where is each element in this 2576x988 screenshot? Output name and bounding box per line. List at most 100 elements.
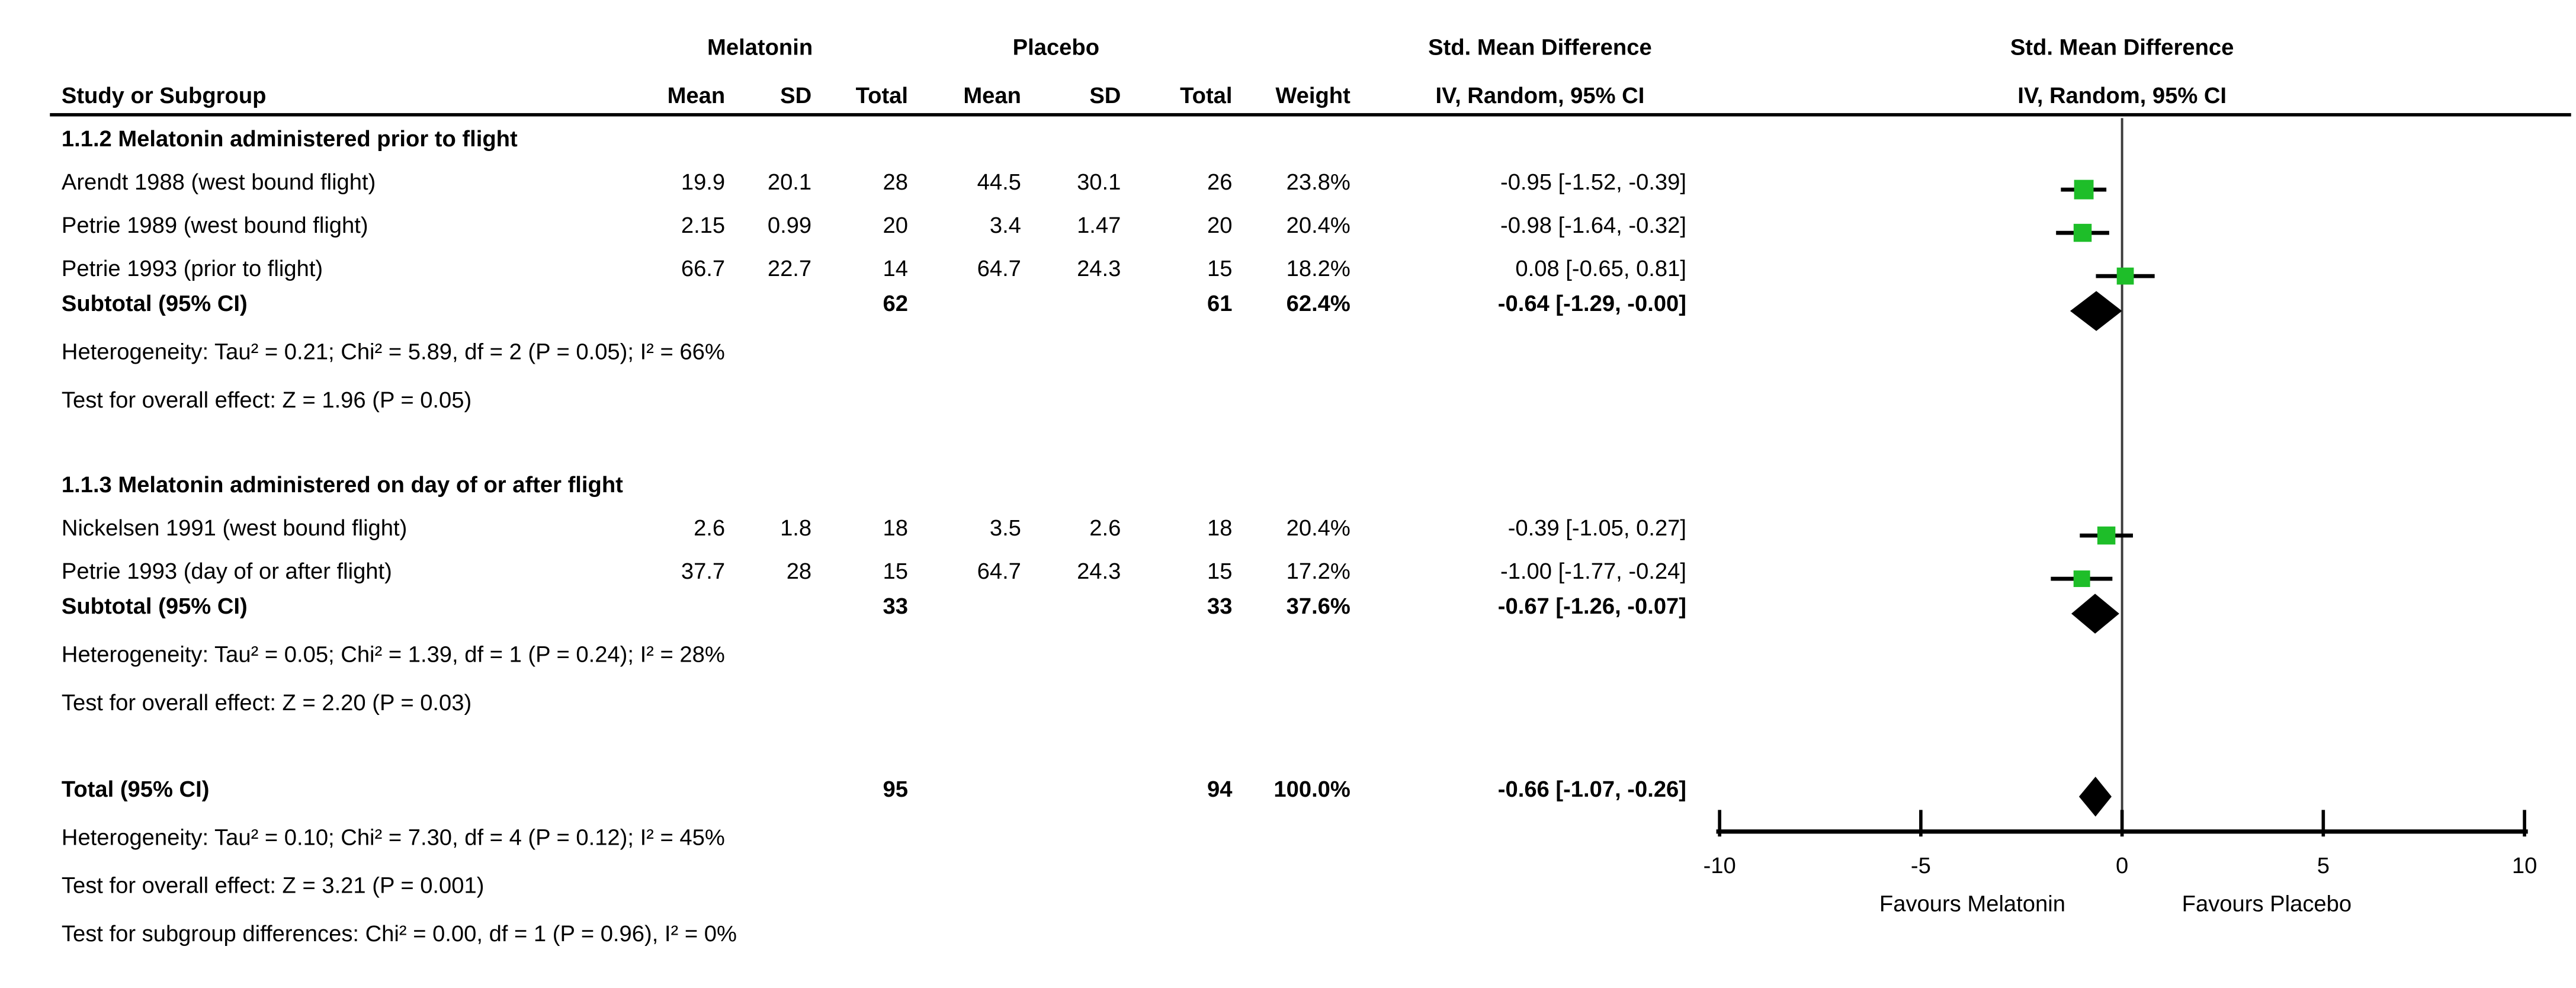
weight-value: 20.4% [1286, 515, 1350, 541]
note-row: Heterogeneity: Tau² = 0.21; Chi² = 5.89,… [0, 336, 2576, 369]
effect-square-marker [2097, 526, 2116, 545]
mel-mean-value: 19.9 [681, 169, 726, 195]
ci-text-value: -0.67 [-1.26, -0.07] [1497, 594, 1687, 619]
note-label: Test for overall effect: Z = 3.21 (P = 0… [61, 873, 485, 899]
mel-sd-value: 22.7 [767, 256, 812, 281]
column-header-pla-mean: Mean [963, 83, 1021, 108]
pla-mean-value: 64.7 [977, 256, 1021, 281]
column-header-pla-sd: SD [1089, 83, 1121, 108]
pla-total-value: 20 [1207, 213, 1233, 238]
study-row: Petrie 1993 (prior to flight) 66.7 22.7 14 6… [0, 253, 2576, 286]
pla-mean-value: 64.7 [977, 559, 1021, 584]
mel-sd-value: 1.8 [780, 515, 812, 541]
study-row: Petrie 1993 (day of or after flight) 37.7… [0, 556, 2576, 589]
column-header-mel-sd: SD [780, 83, 812, 108]
total-label: Total (95% CI) [61, 777, 210, 802]
pla-sd-value: 24.3 [1077, 559, 1121, 584]
pla-total-value: 18 [1207, 515, 1233, 541]
subtotal-row: Subtotal (95% CI) 62 61 62.4% -0.64 [-1.29, … [0, 288, 2576, 321]
note-row: Test for overall effect: Z = 2.20 (P = 0… [0, 687, 2576, 720]
mel-sd-value: 28 [786, 559, 812, 584]
study-label: Petrie 1993 (prior to flight) [61, 256, 323, 281]
subgroup-row: 1.1.2 Melatonin administered prior to fl… [0, 123, 2576, 156]
pla-sd-value: 1.47 [1077, 213, 1121, 238]
subgroup-row: 1.1.3 Melatonin administered on day of o… [0, 469, 2576, 502]
pla-total-value: 15 [1207, 559, 1233, 584]
pla-total-value: 61 [1207, 291, 1233, 316]
mel-total-value: 62 [883, 291, 909, 316]
mel-total-value: 33 [883, 594, 909, 619]
pla-total-value: 33 [1207, 594, 1233, 619]
study-row: Petrie 1989 (west bound flight) 2.15 0.99 2… [0, 210, 2576, 243]
note-row: Test for overall effect: Z = 3.21 (P = 0… [0, 870, 2576, 903]
axis-label-favours-left: Favours Melatonin [1879, 891, 2065, 917]
weight-value: 37.6% [1286, 594, 1350, 619]
column-header-weight: Weight [1275, 83, 1350, 108]
note-label: Test for overall effect: Z = 1.96 (P = 0… [61, 387, 472, 413]
effect-column-title: Std. Mean Difference [1428, 34, 1652, 60]
mel-total-value: 28 [883, 169, 909, 195]
weight-value: 17.2% [1286, 559, 1350, 584]
pla-sd-value: 24.3 [1077, 256, 1121, 281]
mel-sd-value: 20.1 [767, 169, 812, 195]
pla-mean-value: 3.4 [989, 213, 1021, 238]
subgroup-label: 1.1.3 Melatonin administered on day of o… [61, 472, 623, 498]
note-row: Test for overall effect: Z = 1.96 (P = 0… [0, 384, 2576, 418]
mel-sd-value: 0.99 [767, 213, 812, 238]
note-row: Test for subgroup differences: Chi² = 0.… [0, 918, 2576, 951]
mel-total-value: 95 [883, 777, 909, 802]
effect-square-marker [2073, 570, 2090, 588]
subtotal-label: Subtotal (95% CI) [61, 594, 248, 619]
column-header-study: Study or Subgroup [61, 83, 267, 108]
note-row: Heterogeneity: Tau² = 0.10; Chi² = 7.30,… [0, 822, 2576, 855]
study-label: Arendt 1988 (west bound flight) [61, 169, 376, 195]
note-label: Test for overall effect: Z = 2.20 (P = 0… [61, 690, 472, 716]
weight-value: 62.4% [1286, 291, 1350, 316]
pla-total-value: 94 [1207, 777, 1233, 802]
x-axis-tick-label: -5 [1911, 853, 1931, 878]
subtotal-row: Subtotal (95% CI) 33 33 37.6% -0.67 [-1.26, … [0, 591, 2576, 624]
pla-mean-value: 44.5 [977, 169, 1021, 195]
mel-mean-value: 66.7 [681, 256, 726, 281]
column-header-pla-total: Total [1180, 83, 1233, 108]
weight-value: 100.0% [1273, 777, 1350, 802]
plot-column-title: Std. Mean Difference [2010, 34, 2234, 60]
weight-value: 23.8% [1286, 169, 1350, 195]
study-label: Petrie 1993 (day of or after flight) [61, 559, 392, 584]
note-label: Heterogeneity: Tau² = 0.05; Chi² = 1.39,… [61, 641, 725, 667]
mel-total-value: 18 [883, 515, 909, 541]
mel-mean-value: 2.6 [694, 515, 726, 541]
pla-total-value: 26 [1207, 169, 1233, 195]
mel-mean-value: 37.7 [681, 559, 726, 584]
ci-text-value: -1.00 [-1.77, -0.24] [1500, 559, 1687, 584]
note-row: Heterogeneity: Tau² = 0.05; Chi² = 1.39,… [0, 639, 2576, 672]
mel-total-value: 20 [883, 213, 909, 238]
effect-square-marker [2073, 223, 2092, 242]
ci-text-value: -0.64 [-1.29, -0.00] [1497, 291, 1687, 316]
subtotal-diamond-marker [2070, 291, 2122, 331]
pla-mean-value: 3.5 [989, 515, 1021, 541]
ci-text-value: 0.08 [-0.65, 0.81] [1515, 256, 1687, 281]
x-axis-tick-label: -10 [1704, 853, 1736, 878]
study-row: Arendt 1988 (west bound flight) 19.9 20.1 2… [0, 166, 2576, 200]
header-divider-line [50, 113, 2571, 117]
pla-total-value: 15 [1207, 256, 1233, 281]
ci-text-value: -0.39 [-1.05, 0.27] [1507, 515, 1687, 541]
total-diamond-marker [2078, 777, 2112, 817]
pla-sd-value: 30.1 [1077, 169, 1121, 195]
pla-sd-value: 2.6 [1089, 515, 1121, 541]
note-label: Heterogeneity: Tau² = 0.10; Chi² = 7.30,… [61, 825, 725, 850]
mel-total-value: 15 [883, 559, 909, 584]
study-label: Petrie 1989 (west bound flight) [61, 213, 368, 238]
mel-total-value: 14 [883, 256, 909, 281]
column-header-mel-total: Total [855, 83, 909, 108]
effect-column-subtitle: IV, Random, 95% CI [1435, 83, 1645, 108]
column-group-placebo: Placebo [1012, 34, 1100, 60]
weight-value: 20.4% [1286, 213, 1350, 238]
ci-text-value: -0.95 [-1.52, -0.39] [1500, 169, 1687, 195]
effect-square-marker [2116, 267, 2134, 285]
total-row: Total (95% CI) 95 94 100.0% -0.66 [-1.07, -0… [0, 774, 2576, 807]
